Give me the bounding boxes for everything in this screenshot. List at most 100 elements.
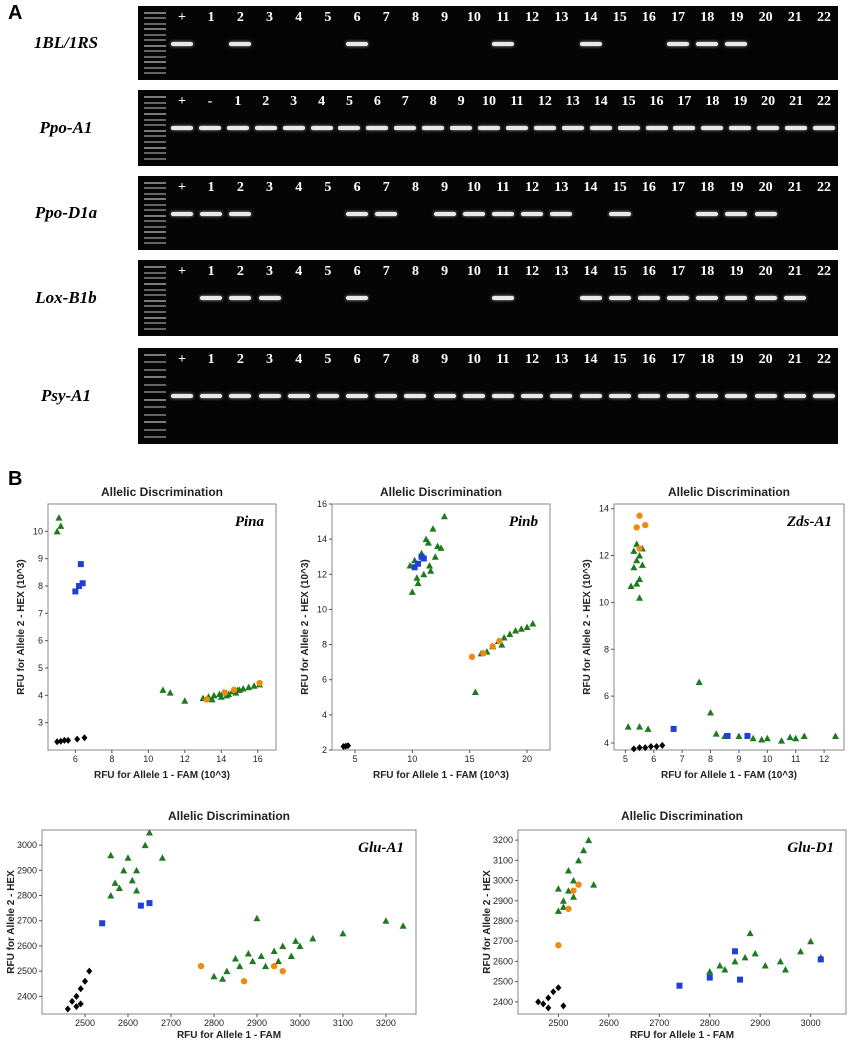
triangle-point bbox=[382, 917, 390, 924]
x-tick-label: 14 bbox=[216, 754, 226, 764]
plot-area bbox=[47, 503, 277, 751]
triangle-point bbox=[570, 877, 578, 884]
triangle-point bbox=[695, 678, 703, 686]
lane-label: 2 bbox=[236, 10, 244, 25]
gel-band bbox=[579, 42, 602, 46]
y-tick-label: 3000 bbox=[493, 876, 513, 886]
diamond-point bbox=[647, 742, 654, 750]
gel-band bbox=[696, 296, 719, 300]
gel-band bbox=[310, 126, 333, 130]
lane-label: 12 bbox=[525, 10, 540, 25]
triangle-point bbox=[231, 955, 239, 962]
triangle-point bbox=[440, 512, 448, 520]
x-tick-label: 3000 bbox=[290, 1018, 310, 1028]
triangle-point bbox=[731, 957, 739, 965]
y-tick-label: 4 bbox=[38, 690, 43, 700]
lane-label: 9 bbox=[441, 180, 449, 195]
triangle-point bbox=[107, 851, 115, 859]
x-tick-label: 2800 bbox=[204, 1018, 224, 1028]
lane-label: 18 bbox=[700, 10, 715, 25]
y-tick-label: 2600 bbox=[493, 956, 513, 966]
triangle-point bbox=[53, 527, 61, 535]
triangle-point bbox=[339, 929, 347, 937]
lane-label: + bbox=[178, 180, 186, 195]
gel-band bbox=[608, 296, 631, 300]
triangle-point bbox=[128, 876, 136, 884]
plot-area bbox=[41, 829, 417, 1015]
gel-band bbox=[673, 126, 696, 130]
gel-band bbox=[667, 296, 690, 300]
diamond-point bbox=[54, 738, 61, 746]
lane-label: 21 bbox=[789, 94, 804, 109]
triangle-point bbox=[236, 962, 244, 970]
square-point bbox=[79, 580, 86, 587]
x-tick-label: 8 bbox=[708, 754, 713, 764]
circle-point bbox=[256, 679, 263, 687]
lane-label: 9 bbox=[457, 94, 465, 109]
lane-label: 5 bbox=[324, 10, 332, 25]
triangle-point bbox=[158, 854, 166, 861]
triangle-point bbox=[145, 829, 153, 836]
triangle-point bbox=[414, 579, 422, 587]
triangle-point bbox=[217, 693, 225, 700]
triangle-point bbox=[564, 887, 572, 894]
gene-label: Pina bbox=[235, 514, 265, 530]
diamond-point bbox=[653, 742, 660, 750]
x-tick-label: 12 bbox=[819, 754, 829, 764]
triangle-point bbox=[471, 688, 479, 696]
lane-label: 16 bbox=[649, 94, 664, 109]
triangle-point bbox=[506, 630, 514, 638]
x-tick-label: 2800 bbox=[700, 1018, 720, 1028]
circle-point bbox=[203, 696, 210, 703]
lane-label: 11 bbox=[496, 180, 510, 195]
chart-title: Allelic Discrimination bbox=[668, 485, 790, 499]
y-tick-label: 4 bbox=[322, 710, 327, 720]
lane-label: 5 bbox=[324, 180, 332, 195]
lane-label: 20 bbox=[758, 352, 773, 367]
dna-ladder bbox=[144, 96, 166, 160]
dna-ladder bbox=[144, 12, 166, 74]
gel-band bbox=[433, 212, 456, 216]
lane-label: 21 bbox=[787, 10, 802, 25]
gel-band bbox=[258, 394, 281, 398]
lane-label: 8 bbox=[429, 94, 437, 109]
triangle-point bbox=[270, 947, 278, 954]
gel-band bbox=[229, 212, 252, 216]
gel-band bbox=[346, 42, 369, 46]
lane-label: 17 bbox=[671, 180, 686, 195]
lane-label: 17 bbox=[677, 94, 692, 109]
gel-band bbox=[521, 394, 544, 398]
gel-band bbox=[813, 394, 835, 398]
square-point bbox=[76, 583, 83, 589]
gel-band bbox=[346, 394, 369, 398]
circle-point bbox=[270, 962, 278, 970]
lane-label: 1 bbox=[207, 264, 215, 279]
x-axis-label: RFU for Allele 1 - FAM (10^3) bbox=[373, 770, 509, 781]
y-axis-label: RFU for Allele 2 - HEX (10^3) bbox=[16, 559, 27, 695]
gel-band bbox=[757, 126, 780, 130]
lane-label: 2 bbox=[236, 264, 244, 279]
lane-label: 17 bbox=[671, 10, 686, 25]
square-point bbox=[724, 732, 731, 739]
triangle-point bbox=[512, 627, 520, 634]
square-point bbox=[731, 948, 738, 955]
triangle-point bbox=[225, 690, 233, 697]
diamond-point bbox=[659, 741, 666, 749]
diamond-point bbox=[540, 1000, 547, 1008]
triangle-point bbox=[781, 966, 789, 973]
triangle-point bbox=[244, 950, 252, 957]
y-tick-label: 10 bbox=[33, 526, 43, 536]
diamond-point bbox=[73, 992, 80, 1000]
gel-band bbox=[701, 126, 724, 130]
x-tick-label: 8 bbox=[109, 754, 114, 764]
gel-band bbox=[505, 126, 528, 130]
triangle-point bbox=[424, 539, 432, 546]
x-tick-label: 15 bbox=[465, 754, 475, 764]
gel-band bbox=[608, 394, 631, 398]
gel-band bbox=[725, 212, 748, 216]
lane-label: 5 bbox=[324, 352, 332, 367]
gel-marker-label: Ppo-A1 bbox=[39, 118, 93, 137]
lane-label: 4 bbox=[295, 10, 303, 25]
x-tick-label: 10 bbox=[143, 754, 153, 764]
lane-label: 22 bbox=[817, 352, 831, 367]
